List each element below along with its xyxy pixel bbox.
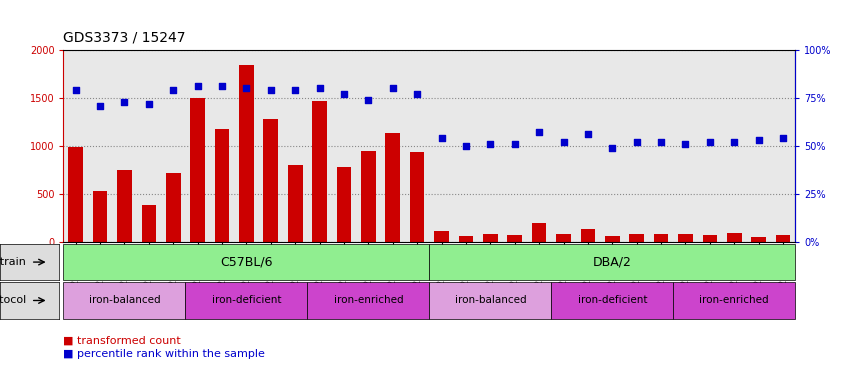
Text: iron-balanced: iron-balanced xyxy=(89,295,160,306)
Text: iron-deficient: iron-deficient xyxy=(578,295,647,306)
Point xyxy=(410,91,424,97)
Point xyxy=(118,99,131,105)
Point xyxy=(288,87,302,93)
Bar xyxy=(629,234,644,242)
Bar xyxy=(93,190,107,242)
Point xyxy=(386,85,399,91)
Point xyxy=(557,139,570,145)
Bar xyxy=(215,129,229,242)
Bar xyxy=(288,165,303,242)
Bar xyxy=(141,205,157,242)
Bar xyxy=(678,234,693,242)
Bar xyxy=(727,233,742,242)
Text: GDS3373 / 15247: GDS3373 / 15247 xyxy=(63,30,186,44)
Text: iron-balanced: iron-balanced xyxy=(454,295,526,306)
Bar xyxy=(312,101,327,242)
Text: iron-enriched: iron-enriched xyxy=(333,295,404,306)
Bar xyxy=(337,167,351,242)
Point xyxy=(728,139,741,145)
Text: ■ percentile rank within the sample: ■ percentile rank within the sample xyxy=(63,349,266,359)
Point xyxy=(313,85,327,91)
Point xyxy=(752,137,766,143)
Point xyxy=(191,83,205,89)
Point xyxy=(338,91,351,97)
Bar xyxy=(605,236,619,242)
Point xyxy=(93,103,107,109)
Point xyxy=(703,139,717,145)
Point xyxy=(435,135,448,141)
Point xyxy=(459,143,473,149)
Bar xyxy=(532,223,547,242)
Bar xyxy=(654,234,668,242)
Point xyxy=(142,101,156,107)
Point xyxy=(532,129,546,136)
Bar xyxy=(508,235,522,242)
Point xyxy=(654,139,667,145)
Point xyxy=(361,97,375,103)
Bar xyxy=(69,147,83,242)
Point xyxy=(167,87,180,93)
Bar xyxy=(166,173,180,242)
Point xyxy=(777,135,790,141)
Bar xyxy=(117,170,132,242)
Point xyxy=(215,83,228,89)
Point xyxy=(678,141,692,147)
Bar xyxy=(361,151,376,242)
Bar xyxy=(434,231,449,242)
Point xyxy=(630,139,644,145)
Point xyxy=(69,87,82,93)
Text: protocol: protocol xyxy=(0,295,26,306)
Point xyxy=(264,87,277,93)
Bar xyxy=(580,230,596,242)
Bar xyxy=(702,235,717,242)
Bar xyxy=(483,234,497,242)
Text: iron-deficient: iron-deficient xyxy=(212,295,281,306)
Bar xyxy=(776,235,790,242)
Text: DBA/2: DBA/2 xyxy=(593,256,632,268)
Point xyxy=(606,145,619,151)
Point xyxy=(484,141,497,147)
Bar xyxy=(409,152,425,242)
Bar xyxy=(386,133,400,242)
Bar xyxy=(190,98,205,242)
Point xyxy=(239,85,253,91)
Bar xyxy=(556,234,571,242)
Bar xyxy=(263,119,278,242)
Text: C57BL/6: C57BL/6 xyxy=(220,256,272,268)
Text: ■ transformed count: ■ transformed count xyxy=(63,336,181,346)
Point xyxy=(508,141,521,147)
Point xyxy=(581,131,595,137)
Bar xyxy=(239,65,254,242)
Bar xyxy=(751,237,766,242)
Text: iron-enriched: iron-enriched xyxy=(700,295,769,306)
Text: strain: strain xyxy=(0,257,26,267)
Bar xyxy=(459,236,473,242)
